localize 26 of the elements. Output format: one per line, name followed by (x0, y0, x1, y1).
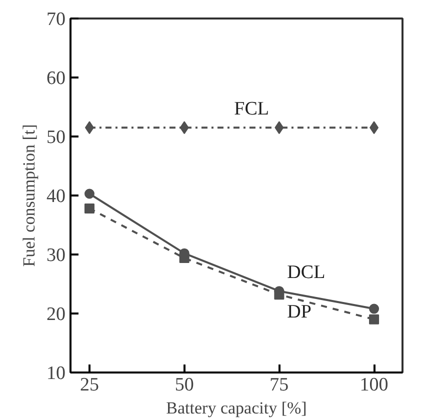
point (84, 121, 94, 134)
x-tick-label: 75 (270, 374, 289, 396)
series-label: DP (287, 302, 312, 323)
point (369, 314, 380, 324)
y-tick-label: 30 (46, 245, 66, 266)
point (180, 121, 189, 134)
y-tick-label: 60 (46, 68, 66, 89)
x-tick-label: 100 (360, 374, 388, 396)
series-label: FCL (234, 98, 270, 120)
series-label: DCL (287, 262, 326, 284)
y-tick-label: 70 (46, 9, 66, 30)
point (179, 253, 190, 264)
point (84, 203, 94, 214)
point (370, 121, 379, 134)
x-tick-label: 50 (174, 374, 194, 396)
y-tick-label: 40 (46, 186, 66, 207)
point (369, 304, 380, 314)
x-tick-label: 25 (80, 374, 99, 396)
point (84, 188, 94, 199)
x-axis-title: Battery capacity [%] (166, 398, 307, 418)
point (274, 121, 284, 134)
y-tick-label: 50 (46, 127, 66, 148)
y-tick-label: 20 (46, 304, 66, 325)
y-axis-title: Fuel consumption [t] (20, 124, 38, 267)
point (274, 290, 284, 300)
y-tick-label: 10 (46, 363, 66, 384)
